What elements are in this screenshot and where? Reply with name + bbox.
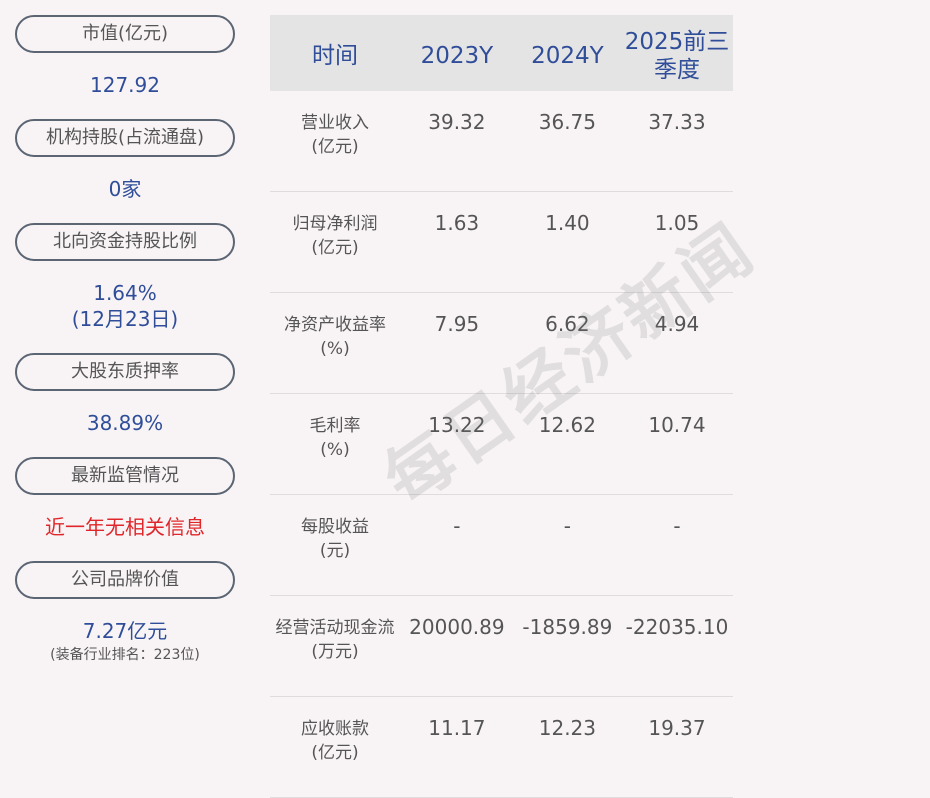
row-label: 营业收入 (亿元) <box>270 91 400 192</box>
metric-name: 应收账款 <box>301 719 369 739</box>
institution-holding-label: 机构持股(占流通盘) <box>15 119 235 157</box>
metric-unit: (万元) <box>311 642 359 662</box>
table-row: 营业收入 (亿元) 39.32 36.75 37.33 <box>270 91 733 192</box>
brand-value: 7.27亿元 <box>82 619 168 643</box>
row-label: 应收账款 (亿元) <box>270 696 400 798</box>
cell-value: 1.63 <box>400 191 514 293</box>
regulation-label: 最新监管情况 <box>15 457 235 495</box>
row-label: 经营活动现金流 (万元) <box>270 595 400 697</box>
cell-value: 20000.89 <box>400 595 514 697</box>
table-row: 归母净利润 (亿元) 1.63 1.40 1.05 <box>270 191 733 293</box>
northbound-label: 北向资金持股比例 <box>15 223 235 261</box>
regulation-value: 近一年无相关信息 <box>45 515 205 539</box>
cell-value: 7.95 <box>400 292 514 394</box>
row-label: 每股收益 (元) <box>270 494 400 596</box>
metric-unit: (元) <box>319 541 351 561</box>
market-cap-label: 市值(亿元) <box>15 15 235 53</box>
row-label: 净资产收益率 (%) <box>270 292 400 394</box>
cell-value: 37.33 <box>621 91 733 192</box>
cell-value: 36.75 <box>513 91 621 192</box>
cell-value: -1859.89 <box>513 595 621 697</box>
header-2025q3: 2025前三季度 <box>621 15 733 91</box>
cell-value: 10.74 <box>621 393 733 495</box>
financial-table: 时间 2023Y 2024Y 2025前三季度 营业收入 (亿元) 39.32 36.… <box>270 15 733 798</box>
header-time: 时间 <box>270 15 400 91</box>
metric-name: 每股收益 <box>301 517 369 537</box>
cell-value: 6.62 <box>513 292 621 394</box>
table-row: 净资产收益率 (%) 7.95 6.62 4.94 <box>270 292 733 394</box>
cell-value: 13.22 <box>400 393 514 495</box>
cell-value: - <box>513 494 621 596</box>
header-2023: 2023Y <box>400 15 514 91</box>
row-label: 毛利率 (%) <box>270 393 400 495</box>
table-row: 毛利率 (%) 13.22 12.62 10.74 <box>270 393 733 495</box>
cell-value: 1.40 <box>513 191 621 293</box>
cell-value: 12.23 <box>513 696 621 798</box>
northbound-date: (12月23日) <box>71 307 179 331</box>
metric-name: 毛利率 <box>309 416 361 436</box>
metric-name: 营业收入 <box>301 113 369 133</box>
table-row: 应收账款 (亿元) 11.17 12.23 19.37 <box>270 696 733 798</box>
header-2024: 2024Y <box>513 15 621 91</box>
brand-value-label: 公司品牌价值 <box>15 561 235 599</box>
table-header: 时间 2023Y 2024Y 2025前三季度 <box>270 15 733 91</box>
cell-value: 11.17 <box>400 696 514 798</box>
metric-unit: (%) <box>320 440 350 460</box>
metric-unit: (亿元) <box>311 743 359 763</box>
market-cap-value: 127.92 <box>90 73 160 97</box>
cell-value: -22035.10 <box>621 595 733 697</box>
cell-value: 19.37 <box>621 696 733 798</box>
cell-value: - <box>621 494 733 596</box>
metric-name: 净资产收益率 <box>284 315 386 335</box>
cell-value: 39.32 <box>400 91 514 192</box>
metric-name: 归母净利润 <box>292 214 378 234</box>
cell-value: 4.94 <box>621 292 733 394</box>
metric-unit: (%) <box>320 339 350 359</box>
brand-rank-note: (装备行业排名：223位) <box>50 647 200 663</box>
row-label: 归母净利润 (亿元) <box>270 191 400 293</box>
cell-value: 1.05 <box>621 191 733 293</box>
cell-value: - <box>400 494 514 596</box>
metric-unit: (亿元) <box>311 137 359 157</box>
northbound-value: 1.64% <box>93 281 157 305</box>
metric-name: 经营活动现金流 <box>275 618 395 638</box>
institution-holding-value: 0家 <box>108 177 142 201</box>
cell-value: 12.62 <box>513 393 621 495</box>
pledge-rate-label: 大股东质押率 <box>15 353 235 391</box>
table-row: 每股收益 (元) - - - <box>270 494 733 596</box>
metric-unit: (亿元) <box>311 238 359 258</box>
table-row: 经营活动现金流 (万元) 20000.89 -1859.89 -22035.10 <box>270 595 733 697</box>
pledge-rate-value: 38.89% <box>86 411 164 435</box>
